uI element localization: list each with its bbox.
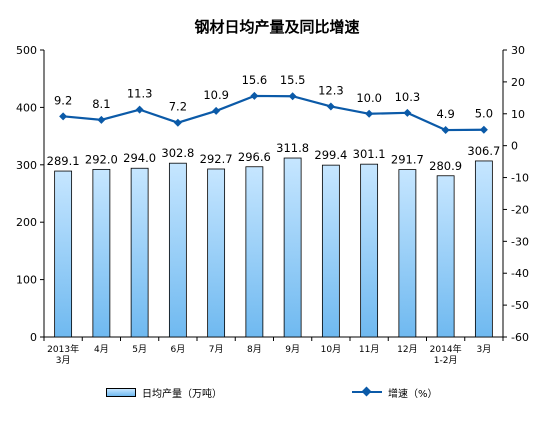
line-value-label: 7.2 bbox=[169, 100, 187, 114]
right-tick-label: -20 bbox=[511, 203, 529, 216]
right-tick-label: 30 bbox=[511, 44, 525, 57]
right-tick-label: -40 bbox=[511, 267, 529, 280]
line-value-label: 12.3 bbox=[318, 83, 344, 97]
bar bbox=[321, 164, 340, 338]
bar-value-label: 299.4 bbox=[314, 148, 347, 162]
legend-line-swatch bbox=[352, 386, 382, 398]
line-value-label: 8.1 bbox=[92, 97, 110, 111]
bar bbox=[54, 170, 73, 338]
x-tick-label: 11月 bbox=[359, 344, 379, 355]
legend-line-label: 增速（%） bbox=[388, 388, 438, 400]
x-tick-label: 9月 bbox=[285, 344, 300, 355]
bar-value-label: 294.0 bbox=[123, 151, 156, 165]
bar-value-label: 311.8 bbox=[276, 141, 309, 155]
right-tick-label: 0 bbox=[511, 140, 518, 153]
left-tick-label: 200 bbox=[16, 216, 37, 229]
legend-bar-label: 日均产量（万吨） bbox=[142, 388, 222, 400]
line-value-label: 5.0 bbox=[475, 107, 493, 121]
line-marker bbox=[288, 92, 297, 101]
bar-value-label: 301.1 bbox=[353, 147, 386, 161]
line-series bbox=[59, 91, 488, 135]
bar bbox=[436, 175, 455, 338]
bar-value-label: 289.1 bbox=[47, 154, 80, 168]
x-tick-label: 2014年 1-2月 bbox=[430, 343, 462, 366]
bar bbox=[168, 162, 187, 338]
line-marker bbox=[326, 102, 335, 111]
bar-value-label: 306.7 bbox=[467, 144, 500, 158]
left-tick-label: 400 bbox=[16, 101, 37, 114]
line-marker bbox=[365, 109, 374, 118]
x-tick-label: 5月 bbox=[132, 344, 147, 355]
line-marker bbox=[135, 105, 144, 114]
line-value-label: 11.3 bbox=[127, 87, 153, 101]
left-tick-label: 500 bbox=[16, 44, 37, 57]
line-value-label: 4.9 bbox=[436, 107, 454, 121]
line-marker bbox=[59, 112, 68, 121]
right-tick-label: -50 bbox=[511, 299, 529, 312]
line-marker bbox=[250, 91, 259, 100]
x-tick-label: 2013年 3月 bbox=[47, 343, 79, 366]
chart-title: 钢材日均产量及同比增速 bbox=[194, 18, 360, 36]
line-value-label: 10.3 bbox=[395, 90, 421, 104]
x-tick-label: 10月 bbox=[321, 344, 341, 355]
line-value-label: 15.5 bbox=[280, 73, 306, 87]
line-marker bbox=[97, 115, 106, 124]
bar bbox=[398, 169, 417, 338]
left-tick-label: 0 bbox=[30, 331, 37, 344]
line-marker bbox=[212, 106, 221, 115]
bar-value-label: 296.6 bbox=[238, 150, 271, 164]
bar-series bbox=[54, 157, 493, 338]
legend-bar-swatch bbox=[106, 387, 136, 397]
growth-line bbox=[63, 94, 484, 132]
bar-value-label: 292.0 bbox=[85, 152, 118, 166]
line-value-label: 10.0 bbox=[356, 91, 382, 105]
left-tick-label: 300 bbox=[16, 159, 37, 172]
x-tick-label: 8月 bbox=[247, 344, 262, 355]
line-value-label: 10.9 bbox=[203, 88, 229, 102]
bar-value-label: 302.8 bbox=[161, 146, 194, 160]
bar bbox=[92, 168, 111, 338]
line-value-label: 15.6 bbox=[242, 73, 268, 87]
bar-value-label: 291.7 bbox=[391, 153, 424, 167]
left-tick-label: 100 bbox=[16, 274, 37, 287]
x-tick-label: 7月 bbox=[209, 344, 224, 355]
bar bbox=[283, 157, 302, 338]
x-tick-label: 3月 bbox=[477, 344, 492, 355]
x-tick-label: 12月 bbox=[397, 344, 417, 355]
bar bbox=[207, 168, 226, 338]
bar bbox=[474, 160, 493, 338]
chart-axes: 0 100 200 300 400 500 -60 -50 -40 -30 -20 -10 0 10 20 3… bbox=[16, 44, 529, 366]
right-tick-label: -10 bbox=[511, 172, 529, 185]
bar bbox=[245, 166, 264, 338]
bar bbox=[130, 167, 149, 338]
line-marker bbox=[403, 108, 412, 117]
line-marker bbox=[173, 118, 182, 127]
legend-bar-item: 日均产量（万吨） bbox=[106, 382, 222, 402]
bar bbox=[360, 163, 379, 338]
x-tick-label: 4月 bbox=[94, 344, 109, 355]
line-marker bbox=[479, 125, 488, 134]
line-value-label: 9.2 bbox=[54, 93, 72, 107]
data-labels: 289.1 292.0 294.0 302.8 292.7 296.6 311.8 299.4… bbox=[47, 73, 501, 173]
x-tick-label: 6月 bbox=[171, 344, 186, 355]
right-tick-label: 20 bbox=[511, 76, 525, 89]
right-tick-label: 10 bbox=[511, 108, 525, 121]
legend-line-item: 增速（%） bbox=[352, 382, 438, 402]
bar-value-label: 292.7 bbox=[200, 152, 233, 166]
bar-value-label: 280.9 bbox=[429, 159, 462, 173]
right-tick-label: -30 bbox=[511, 235, 529, 248]
right-tick-label: -60 bbox=[511, 331, 529, 344]
line-marker bbox=[441, 126, 450, 135]
